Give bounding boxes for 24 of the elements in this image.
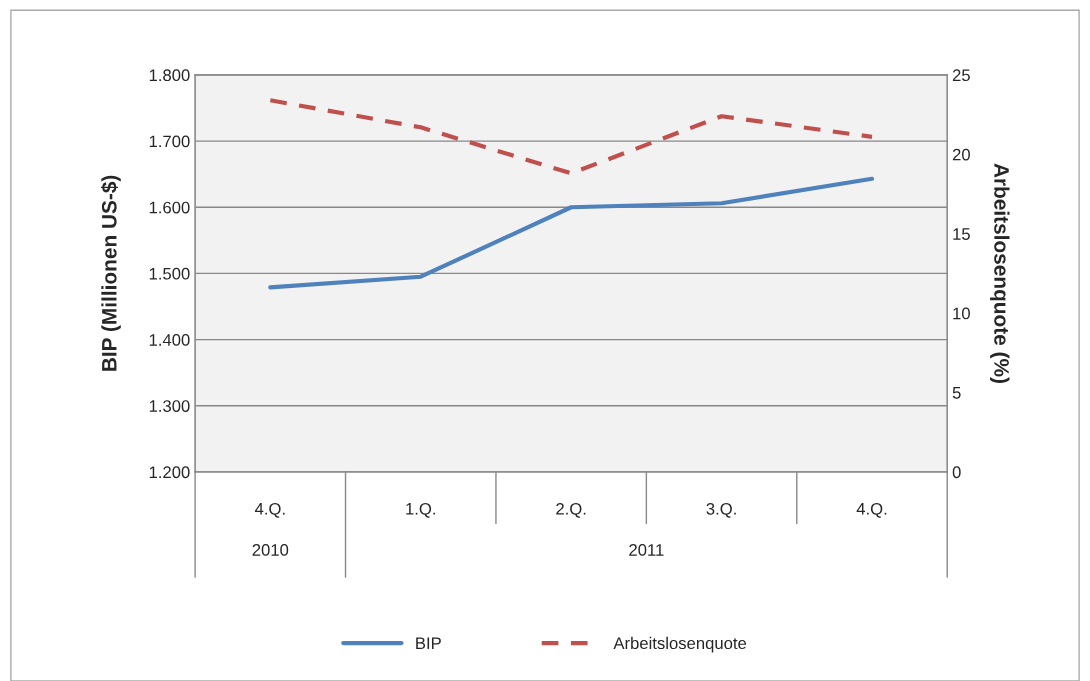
y2-tick-label: 15 xyxy=(953,228,970,240)
y-tick-label: 1.800 xyxy=(149,69,190,82)
x-tick-label: 4.Q. xyxy=(254,502,285,518)
x-tick-label: 4.Q. xyxy=(856,502,887,518)
y2-tick-label: 0 xyxy=(952,466,961,479)
y2-tick-label: 20 xyxy=(952,148,970,161)
y-tick-label: 1.700 xyxy=(149,135,190,148)
y-tick-label: 1.200 xyxy=(149,466,190,479)
y2-tick-label: 5 xyxy=(952,387,961,399)
x-tick-label: 2.Q. xyxy=(556,502,586,518)
y-tick-label: 1.500 xyxy=(149,267,190,280)
legend-label: BIP xyxy=(416,637,441,649)
y2-axis-title: Arbeitslosenquote (%) xyxy=(990,163,1010,383)
y-tick-label: 1.400 xyxy=(149,333,190,346)
y-axis-title: BIP (Millionen US-$) xyxy=(100,175,121,371)
text: 2011 xyxy=(629,544,664,556)
y-tick-label: 1.600 xyxy=(149,201,190,214)
x-tick-label: 3.Q. xyxy=(706,502,736,518)
legend-label: Arbeitslosenquote xyxy=(613,636,747,653)
y2-tick-label: 10 xyxy=(953,307,970,320)
text: 2010 xyxy=(252,544,289,556)
y-tick-label: 1.300 xyxy=(149,400,190,412)
y2-tick-label: 25 xyxy=(952,69,970,82)
x-tick-label: 1.Q. xyxy=(406,502,435,518)
